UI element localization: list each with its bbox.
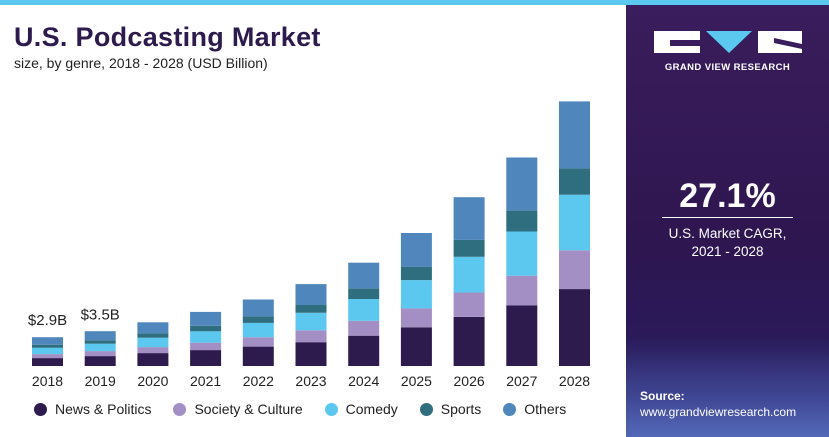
legend-label-sports: Sports [440, 401, 482, 417]
x-tick-label-2021: 2021 [190, 373, 221, 389]
source-label: Source: [640, 389, 685, 403]
bar-2027-comedy [506, 231, 538, 276]
chart-subtitle: size, by genre, 2018 - 2028 (USD Billion… [14, 55, 268, 71]
bar-2018-comedy [32, 347, 63, 355]
chart-legend: News & Politics Society & Culture Comedy Sp… [34, 401, 588, 417]
bar-2027-sports [506, 210, 538, 232]
cagr-label: U.S. Market CAGR, 2021 - 2028 [626, 225, 829, 261]
x-tick-label-2023: 2023 [295, 373, 326, 389]
bar-2022-others [242, 299, 274, 317]
bar-2026-society-culture [453, 292, 485, 317]
bar-2021-news-politics [190, 350, 222, 366]
bar-2028-others [559, 101, 590, 169]
legend-item-others: Others [503, 401, 566, 417]
data-label-2019: $3.5B [81, 306, 120, 323]
bar-2026-others [453, 197, 485, 240]
x-tick-label-2022: 2022 [243, 373, 274, 389]
bar-2022-comedy [242, 322, 274, 338]
bar-2024-sports [348, 288, 380, 299]
bar-2025-society-culture [400, 308, 432, 328]
bar-2026-comedy [453, 256, 485, 293]
bar-2023-news-politics [295, 342, 327, 366]
bar-2028-sports [559, 168, 590, 195]
grand-view-research-logo-icon [654, 31, 802, 53]
legend-swatch-comedy [324, 402, 338, 416]
legend-swatch-others [503, 402, 517, 416]
cagr-divider [662, 217, 793, 218]
side-panel: GRAND VIEW RESEARCH 27.1% U.S. Market CA… [626, 5, 829, 437]
bar-2028-comedy [559, 194, 590, 251]
bar-2027-society-culture [506, 275, 538, 306]
bar-2028-society-culture [559, 250, 590, 289]
cagr-label-line1: U.S. Market CAGR, [668, 226, 787, 241]
bar-2024-comedy [348, 299, 380, 321]
legend-swatch-sports [419, 402, 433, 416]
bar-2024-others [348, 262, 380, 289]
bar-2021-comedy [190, 331, 222, 343]
x-tick-label-2026: 2026 [454, 373, 485, 389]
cagr-value: 27.1% [679, 177, 776, 215]
legend-item-comedy: Comedy [324, 401, 398, 417]
bar-2020-news-politics [137, 353, 169, 366]
bar-2024-society-culture [348, 320, 380, 336]
stacked-bar-chart: 2018 2019 2020 2021 2022 2023 2024 2025 2026 2027… [28, 101, 590, 389]
legend-label-news-politics: News & Politics [55, 401, 152, 417]
bar-2018-others [32, 337, 63, 345]
legend-item-society-culture: Society & Culture [173, 401, 303, 417]
brand-name: GRAND VIEW RESEARCH [664, 62, 791, 73]
bar-2023-sports [295, 304, 327, 313]
x-tick-label-2024: 2024 [348, 373, 379, 389]
x-tick-label-2019: 2019 [85, 373, 116, 389]
bar-2027-others [506, 157, 538, 211]
bar-2024-news-politics [348, 335, 380, 366]
data-label-2018: $2.9B [28, 312, 67, 329]
source-url-link[interactable]: www.grandviewresearch.com [640, 405, 797, 419]
legend-label-comedy: Comedy [345, 401, 398, 417]
bar-2018-society-culture [32, 354, 63, 359]
x-tick-label-2028: 2028 [559, 373, 590, 389]
bar-2019-others [84, 331, 116, 341]
bar-2021-others [190, 311, 222, 326]
chart-title: U.S. Podcasting Market [14, 22, 321, 52]
bar-2020-sports [137, 333, 169, 338]
legend-label-others: Others [524, 401, 567, 417]
bar-2020-society-culture [137, 347, 169, 354]
bar-2018-sports [32, 344, 63, 348]
bar-2028-news-politics [559, 289, 590, 366]
side-panel-gradient [626, 335, 829, 437]
bar-2025-others [400, 233, 432, 267]
bar-2022-society-culture [242, 337, 274, 347]
bar-2021-society-culture [190, 342, 222, 351]
bar-2019-sports [84, 340, 116, 344]
legend-swatch-society-culture [173, 402, 187, 416]
bar-2022-sports [242, 316, 274, 323]
x-tick-label-2025: 2025 [401, 373, 432, 389]
bar-2025-news-politics [400, 327, 432, 366]
legend-item-sports: Sports [419, 401, 482, 417]
cagr-label-line2: 2021 - 2028 [691, 244, 764, 259]
bar-2025-sports [400, 266, 432, 281]
bar-2021-sports [190, 325, 222, 332]
legend-label-society-culture: Society & Culture [194, 401, 303, 417]
bar-2019-comedy [84, 343, 116, 352]
top-accent-line [0, 0, 829, 5]
bar-2026-news-politics [453, 316, 485, 366]
x-tick-label-2018: 2018 [32, 373, 63, 389]
bar-2020-comedy [137, 337, 169, 348]
bar-2020-others [137, 322, 169, 334]
bar-2026-sports [453, 239, 485, 257]
bar-2022-news-politics [242, 346, 274, 366]
bar-2023-others [295, 284, 327, 305]
x-tick-label-2027: 2027 [506, 373, 537, 389]
bar-2019-society-culture [84, 351, 116, 357]
legend-item-news-politics: News & Politics [34, 401, 151, 417]
bar-2027-news-politics [506, 305, 538, 366]
bar-2023-comedy [295, 312, 327, 331]
legend-swatch-news-politics [34, 402, 47, 416]
x-tick-label-2020: 2020 [137, 373, 168, 389]
bar-2023-society-culture [295, 330, 327, 343]
bar-2025-comedy [400, 280, 432, 309]
bar-2018-news-politics [32, 358, 63, 366]
bar-2019-news-politics [84, 356, 116, 366]
